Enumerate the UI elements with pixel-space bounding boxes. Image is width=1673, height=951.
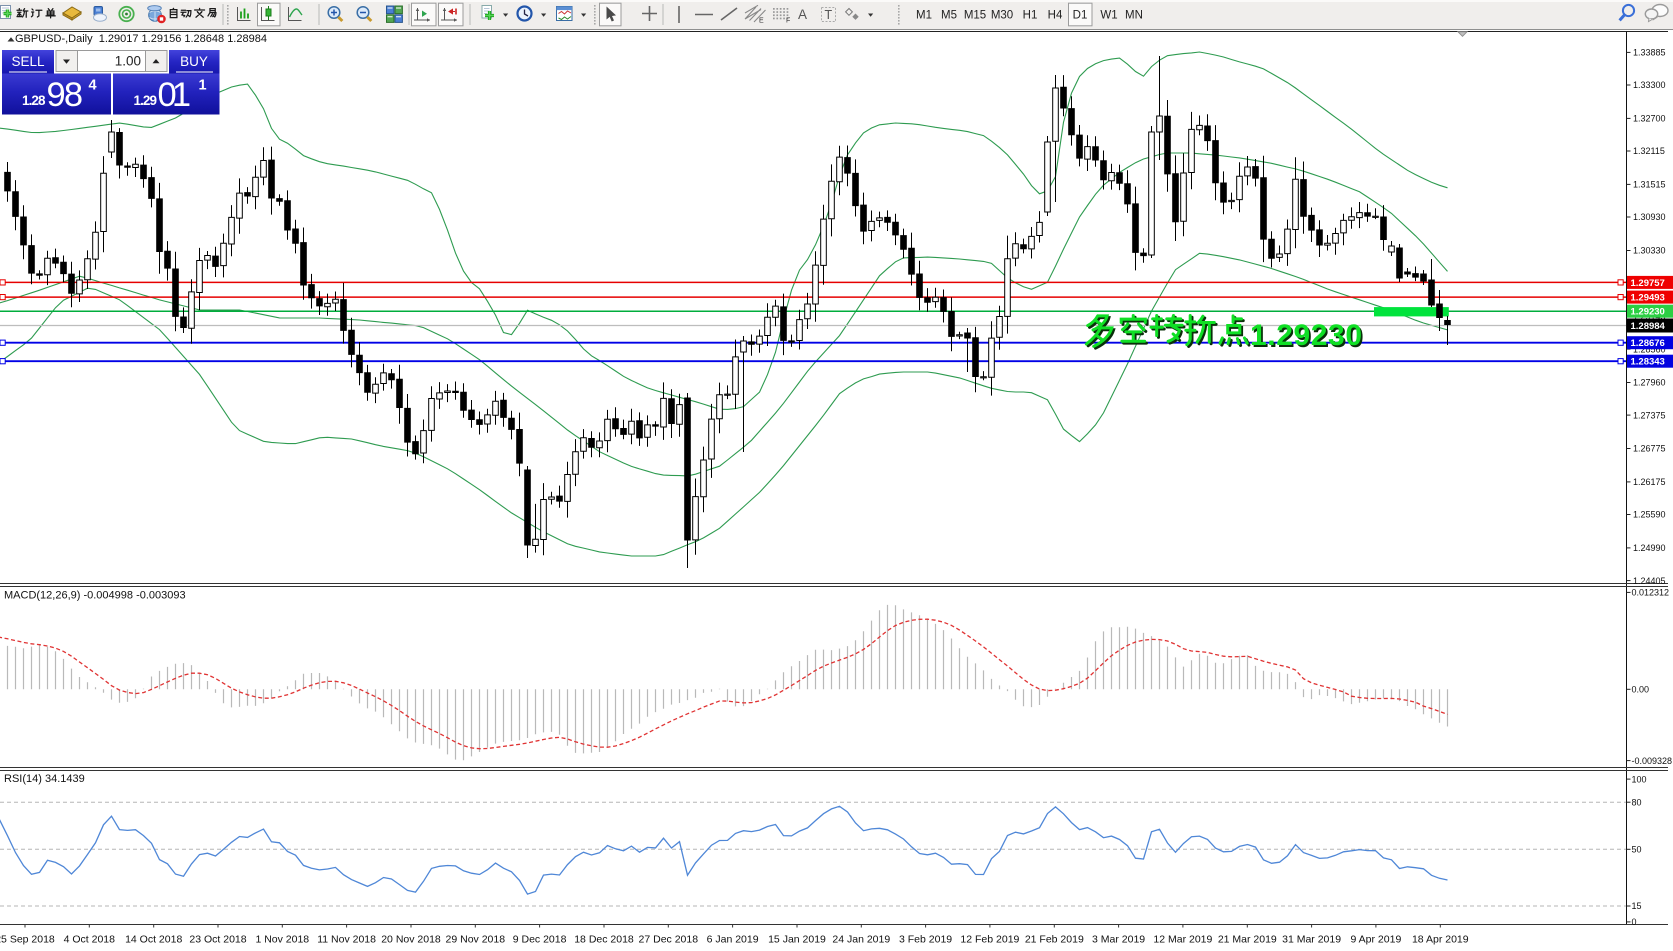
svg-text:1.27960: 1.27960 [1633,378,1666,388]
svg-text:M15: M15 [964,10,986,22]
svg-text:0: 0 [1632,917,1637,927]
svg-text:23 Oct 2018: 23 Oct 2018 [189,934,246,946]
svg-text:24 Jan 2019: 24 Jan 2019 [832,934,890,946]
svg-text:T: T [825,8,833,22]
svg-text:1.28560: 1.28560 [1633,344,1666,354]
svg-text:1.30930: 1.30930 [1633,212,1666,222]
svg-text:98: 98 [47,76,84,114]
svg-text:1.33885: 1.33885 [1633,48,1666,58]
svg-text:100: 100 [1632,774,1647,784]
svg-text:M30: M30 [991,10,1013,22]
svg-text:15: 15 [1632,901,1642,911]
svg-text:1.00: 1.00 [115,54,141,69]
svg-text:SELL: SELL [11,54,45,69]
svg-text:29 Nov 2018: 29 Nov 2018 [446,934,506,946]
svg-text:1.24990: 1.24990 [1633,543,1666,553]
svg-text:1.28343: 1.28343 [1631,357,1665,368]
svg-text:H1: H1 [1023,10,1038,22]
svg-text:1.26175: 1.26175 [1633,477,1666,487]
svg-text:1: 1 [199,78,207,94]
svg-text:12 Feb 2019: 12 Feb 2019 [960,934,1019,946]
svg-text:1.32115: 1.32115 [1633,146,1665,156]
svg-text:18 Apr 2019: 18 Apr 2019 [1412,934,1469,946]
svg-text:18 Dec 2018: 18 Dec 2018 [574,934,634,946]
svg-text:A: A [798,7,807,22]
svg-text:01: 01 [158,76,192,114]
svg-text:1.29230: 1.29230 [1252,321,1364,354]
svg-text:21 Feb 2019: 21 Feb 2019 [1025,934,1084,946]
svg-text:50: 50 [1632,845,1642,855]
svg-text:1.24405: 1.24405 [1633,576,1666,586]
svg-text:3 Mar 2019: 3 Mar 2019 [1092,934,1145,946]
svg-text:BUY: BUY [180,54,208,69]
svg-text:1 Nov 2018: 1 Nov 2018 [255,934,309,946]
svg-text:1.28676: 1.28676 [1631,338,1665,349]
svg-text:1.30330: 1.30330 [1633,246,1666,256]
svg-text:MACD(12,26,9) -0.004998 -0.003: MACD(12,26,9) -0.004998 -0.003093 [4,590,186,602]
svg-text:MN: MN [1125,10,1143,22]
svg-text:27 Dec 2018: 27 Dec 2018 [639,934,699,946]
svg-text:14 Oct 2018: 14 Oct 2018 [125,934,182,946]
svg-text:15 Jan 2019: 15 Jan 2019 [768,934,826,946]
svg-text:21 Mar 2019: 21 Mar 2019 [1218,934,1277,946]
svg-text:4: 4 [89,78,97,94]
svg-text:3 Feb 2019: 3 Feb 2019 [899,934,952,946]
svg-text:1.28: 1.28 [22,93,46,108]
svg-text:1.28984: 1.28984 [1631,321,1666,332]
svg-text:H4: H4 [1048,10,1063,22]
svg-text:6 Jan 2019: 6 Jan 2019 [707,934,759,946]
svg-text:11 Nov 2018: 11 Nov 2018 [317,934,376,946]
svg-text:F: F [786,18,790,25]
svg-text:1.29: 1.29 [134,93,158,108]
svg-text:M5: M5 [941,10,957,22]
svg-text:4 Oct 2018: 4 Oct 2018 [64,934,116,946]
svg-text:GBPUSD-,Daily 1.29017 1.29156: GBPUSD-,Daily 1.29017 1.29156 1.28648 1.… [15,33,267,45]
svg-text:80: 80 [1632,797,1642,807]
svg-text:W1: W1 [1100,10,1117,22]
svg-text:20 Nov 2018: 20 Nov 2018 [381,934,441,946]
svg-text:9 Apr 2019: 9 Apr 2019 [1351,934,1402,946]
svg-text:1.27375: 1.27375 [1633,410,1666,420]
svg-text:12 Mar 2019: 12 Mar 2019 [1153,934,1212,946]
svg-text:31 Mar 2019: 31 Mar 2019 [1282,934,1341,946]
svg-text:0.00: 0.00 [1632,685,1650,695]
svg-text:E: E [759,18,764,25]
svg-text:1.25590: 1.25590 [1633,510,1666,520]
svg-text:1.33300: 1.33300 [1633,80,1666,90]
svg-text:0.012312: 0.012312 [1632,588,1670,598]
svg-text:D1: D1 [1073,10,1088,22]
svg-text:9 Dec 2018: 9 Dec 2018 [513,934,567,946]
svg-text:-0.009328: -0.009328 [1632,756,1673,766]
svg-text:1.29230: 1.29230 [1250,319,1362,352]
svg-text:25 Sep 2018: 25 Sep 2018 [0,934,55,946]
svg-text:1.29757: 1.29757 [1631,278,1665,289]
svg-text:1.26775: 1.26775 [1633,444,1666,454]
svg-text:1.32700: 1.32700 [1633,114,1666,124]
svg-text:1.29493: 1.29493 [1631,293,1665,304]
svg-text:M1: M1 [916,10,932,22]
svg-text:RSI(14) 34.1439: RSI(14) 34.1439 [4,773,85,785]
svg-text:1.31515: 1.31515 [1633,180,1666,190]
svg-text:1.29230: 1.29230 [1631,307,1665,318]
